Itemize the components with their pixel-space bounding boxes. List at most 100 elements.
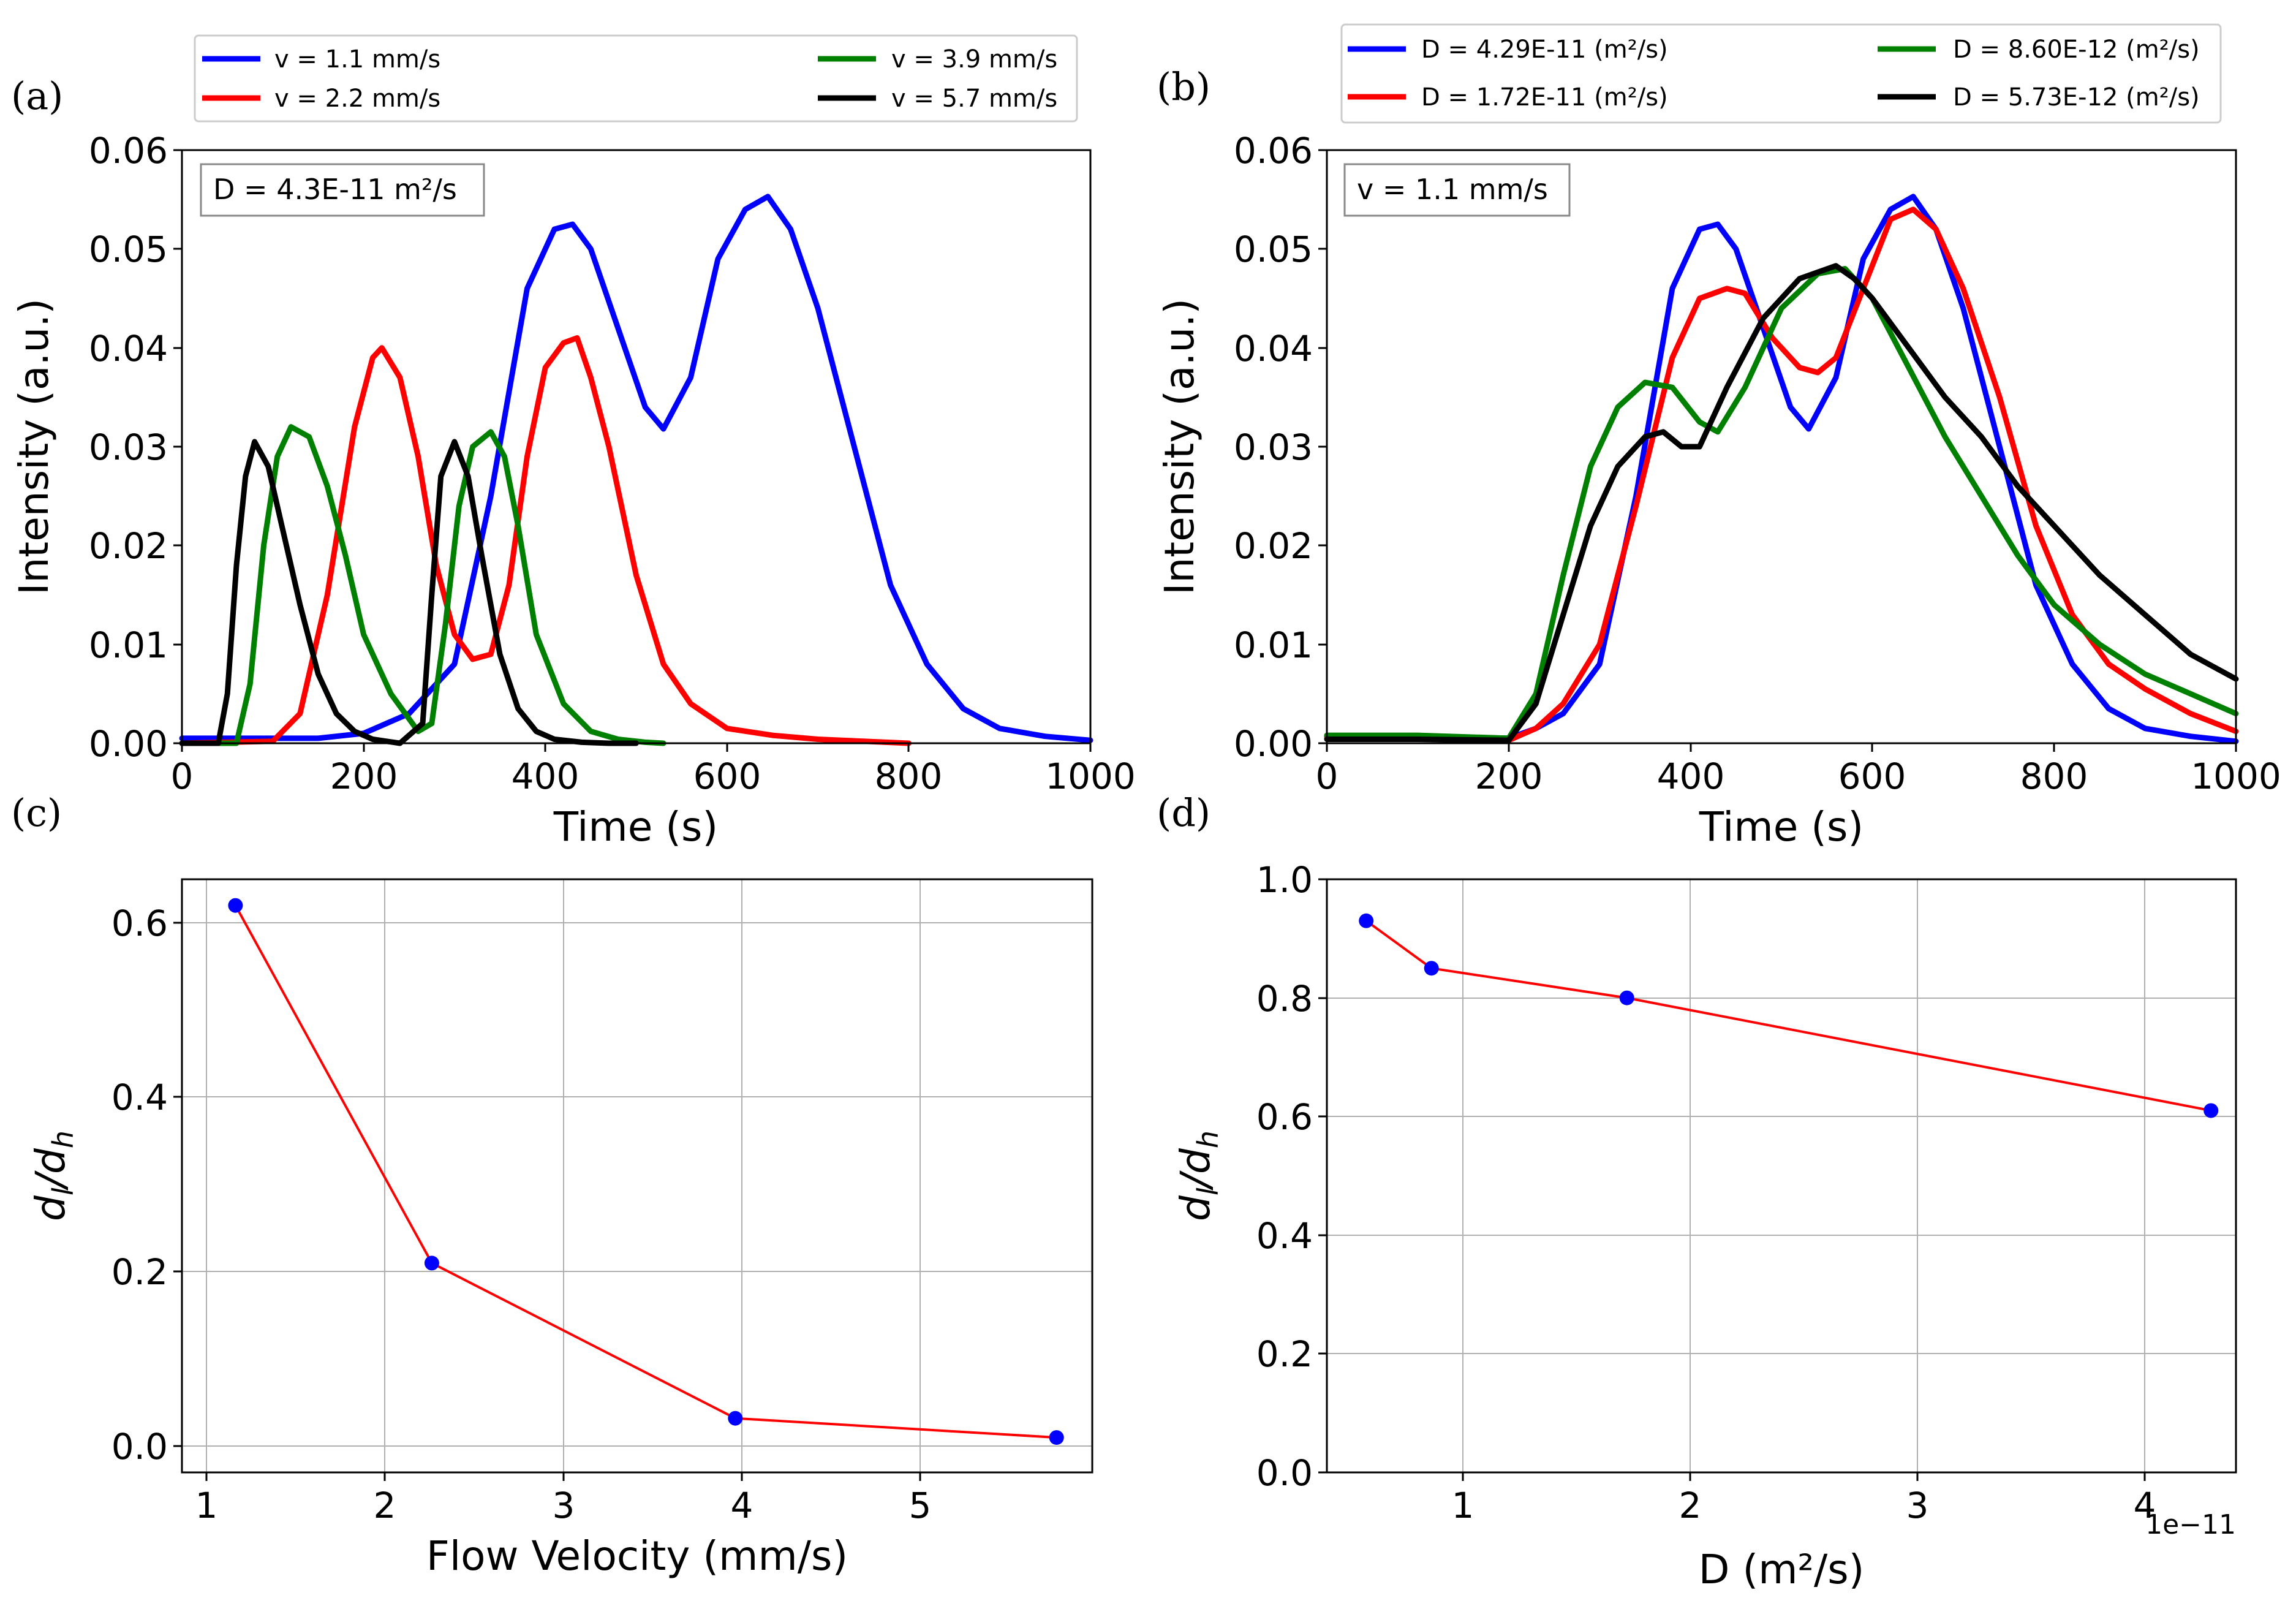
data-point	[228, 898, 243, 913]
plot-area-a	[179, 149, 1093, 746]
data-point	[2203, 1103, 2219, 1118]
panel-label-a: (a)	[11, 74, 63, 118]
x-tick-label: 600	[693, 755, 761, 797]
y-tick-label: 1.0	[1256, 859, 1313, 901]
y-tick-label: 0.01	[89, 624, 168, 666]
y-ticks-a: 0.00 0.01 0.02 0.03 0.04 0.05 0.06	[89, 130, 182, 765]
panel-d: (d) 0.0 0.2 0.4 0.6 0.8	[1157, 790, 2237, 1593]
y-tick-label: 0.00	[1234, 723, 1313, 765]
series-layer	[228, 898, 1064, 1445]
series-line-4	[1324, 263, 2239, 743]
x-tick-label: 0	[171, 755, 194, 797]
panel-b: (b) D = 4.29E-11 (m²/s) D = 1.72E-11 (m²…	[1156, 23, 2281, 850]
y-ticks-b: 0.00 0.01 0.02 0.03 0.04 0.05 0.06	[1234, 130, 1327, 765]
series-line-2	[1324, 206, 2239, 743]
data-point	[1424, 961, 1439, 976]
x-axis-label-a: Time (s)	[553, 803, 718, 850]
y-axis-label-text: dl/dh	[27, 1130, 80, 1221]
legend-entry: D = 4.29E-11 (m²/s)	[1421, 36, 1668, 64]
y-tick-label: 0.03	[1234, 426, 1313, 468]
x-tick-label: 4	[2134, 1485, 2156, 1526]
series-layer	[1324, 194, 2239, 744]
y-tick-label: 0.0	[111, 1426, 168, 1467]
legend-entry: v = 3.9 mm/s	[891, 45, 1057, 74]
x-tick-label: 3	[553, 1485, 575, 1526]
legend-entry: v = 1.1 mm/s	[274, 45, 440, 74]
legend-entry: v = 2.2 mm/s	[274, 85, 440, 113]
panel-label-b: (b)	[1157, 64, 1210, 109]
gridlines-c	[182, 879, 1092, 1472]
series-line-1	[1324, 194, 2239, 744]
series-line-3	[179, 424, 667, 746]
x-tick-label: 0	[1316, 755, 1339, 797]
y-tick-label: 0.2	[1256, 1333, 1313, 1375]
annotation-b: v = 1.1 mm/s	[1343, 163, 1571, 217]
y-tick-label: 0.06	[89, 130, 168, 172]
y-tick-label: 0.6	[111, 903, 168, 944]
y-axis-label-b: Intensity (a.u.)	[1156, 298, 1203, 595]
y-ticks-d: 0.0 0.2 0.4 0.6 0.8 1.0	[1256, 859, 1327, 1494]
x-tick-label: 5	[909, 1485, 932, 1526]
annotation-a: D = 4.3E-11 m²/s	[200, 163, 485, 217]
x-tick-label: 1	[195, 1485, 218, 1526]
series-line-3	[1324, 266, 2239, 741]
series-line-2	[179, 335, 912, 746]
series-line-1	[1365, 919, 2213, 1112]
plot-area-d	[1326, 878, 2237, 1474]
x-tick-label: 1000	[1045, 755, 1136, 797]
y-tick-label: 0.03	[89, 426, 168, 468]
y-tick-label: 0.04	[1234, 328, 1313, 369]
panel-label-c: (c)	[11, 790, 62, 835]
y-tick-label: 0.00	[89, 723, 168, 765]
legend-entry: v = 5.7 mm/s	[891, 85, 1057, 113]
panel-c: (c) 0.0 0.2 0.4 0.6	[11, 790, 1093, 1580]
annotation-box	[1343, 163, 1571, 217]
x-axis-label-d: D (m²/s)	[1699, 1546, 1865, 1593]
y-tick-label: 0.8	[1256, 978, 1313, 1020]
panel-label-d: (d)	[1157, 790, 1210, 835]
series-layer	[1359, 913, 2219, 1118]
panel-a: (a) v = 1.1 mm/s v = 2.2 mm/s v = 3.9 mm…	[10, 34, 1136, 850]
x-tick-label: 3	[1906, 1485, 1929, 1526]
y-tick-label: 0.04	[89, 328, 168, 369]
x-tick-label: 400	[512, 755, 580, 797]
y-ticks-c: 0.0 0.2 0.4 0.6	[111, 903, 182, 1467]
data-point	[1619, 990, 1634, 1005]
x-tick-label: 1000	[2191, 755, 2281, 797]
axes-frame	[181, 878, 1093, 1474]
y-tick-label: 0.2	[111, 1251, 168, 1293]
axes-frame	[181, 149, 1092, 744]
annotation-text: D = 4.3E-11 m²/s	[213, 173, 457, 206]
legend-entry: D = 8.60E-12 (m²/s)	[1953, 36, 2200, 64]
y-tick-label: 0.6	[1256, 1096, 1313, 1138]
data-point	[1049, 1430, 1064, 1445]
x-tick-label: 4	[731, 1485, 753, 1526]
y-tick-label: 0.4	[1256, 1215, 1313, 1257]
legend-a: v = 1.1 mm/s v = 2.2 mm/s v = 3.9 mm/s v…	[194, 34, 1078, 123]
plot-area-b	[1324, 149, 2239, 744]
x-ticks-a: 0 200 400 600 800 1000	[171, 743, 1136, 797]
x-ticks-d: 1 2 3 4	[1452, 1472, 2156, 1526]
x-tick-label: 2	[1679, 1485, 1702, 1526]
data-point	[1359, 913, 1374, 928]
axes-frame	[1326, 878, 2237, 1474]
x-tick-label: 200	[1475, 755, 1543, 797]
annotation-box	[200, 163, 485, 217]
x-ticks-b: 0 200 400 600 800 1000	[1316, 743, 2281, 797]
y-tick-label: 0.06	[1234, 130, 1313, 172]
y-tick-label: 0.05	[89, 229, 168, 270]
legend-box	[1340, 23, 2222, 124]
x-tick-label: 200	[330, 755, 398, 797]
y-tick-label: 0.02	[1234, 525, 1313, 567]
x-tick-label: 2	[374, 1485, 396, 1526]
x-tick-label: 800	[875, 755, 943, 797]
x-axis-label-b: Time (s)	[1699, 803, 1864, 850]
series-line-1	[234, 904, 1058, 1439]
y-tick-label: 0.0	[1256, 1452, 1313, 1494]
y-tick-label: 0.4	[111, 1077, 168, 1118]
y-axis-label-a: Intensity (a.u.)	[10, 298, 58, 595]
y-axis-label-d: dl/dh	[1172, 1130, 1225, 1221]
data-point	[728, 1411, 743, 1426]
legend-entry: D = 5.73E-12 (m²/s)	[1953, 83, 2200, 112]
